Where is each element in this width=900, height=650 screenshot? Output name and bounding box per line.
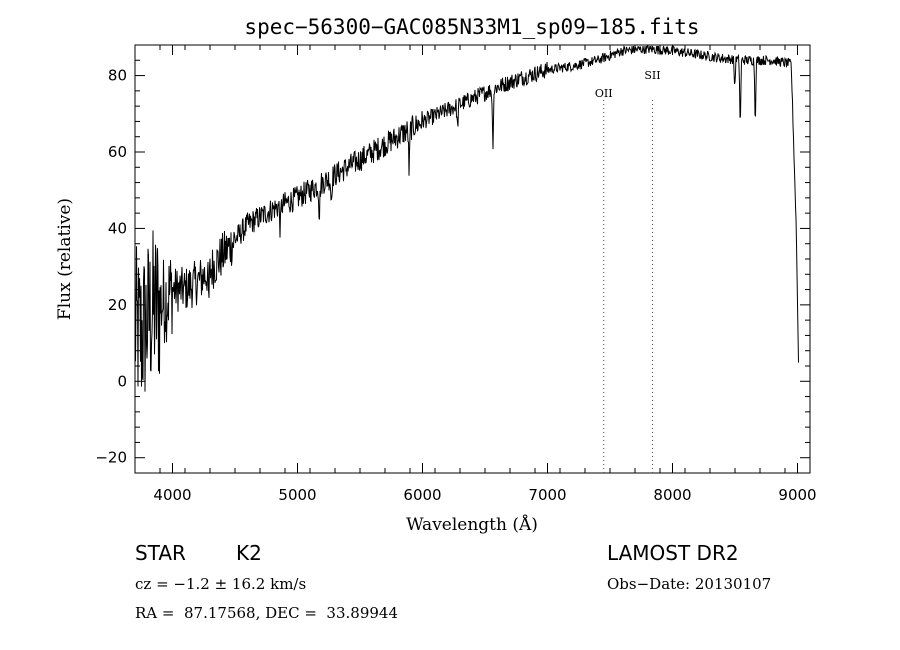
annotation-label: SII: [644, 69, 660, 82]
y-tick-label: 80: [108, 67, 127, 85]
annotation-label: OII: [595, 87, 613, 100]
x-tick-label: 4000: [153, 486, 191, 504]
axis-ticks: 4000 5000 6000 7000 8000 9000 −20 0 20 40 60 80: [95, 44, 817, 504]
y-tick-label: 40: [108, 219, 127, 237]
x-tick-label: 9000: [778, 486, 816, 504]
observation-date: Obs−Date: 20130107: [607, 575, 772, 593]
y-axis-label: Flux (relative): [55, 198, 75, 320]
x-tick-label: 7000: [528, 486, 566, 504]
plot-frame: [134, 44, 811, 474]
object-class: STAR: [135, 541, 186, 565]
x-tick-label: 5000: [278, 486, 316, 504]
object-subclass: K2: [236, 541, 262, 565]
survey-name: LAMOST DR2: [607, 541, 739, 565]
y-tick-label: 20: [108, 296, 127, 314]
x-tick-label: 6000: [403, 486, 441, 504]
chart-title: spec−56300−GAC085N33M1_sp09−185.fits: [244, 15, 699, 39]
y-tick-label: 60: [108, 143, 127, 161]
coordinates-info: RA = 87.17568, DEC = 33.89944: [135, 604, 399, 622]
y-tick-label: 0: [117, 372, 127, 390]
x-axis-label: Wavelength (Å): [406, 514, 538, 535]
x-tick-label: 8000: [653, 486, 691, 504]
redshift-info: cz = −1.2 ± 16.2 km/s: [135, 575, 307, 593]
y-tick-label: −20: [95, 449, 127, 467]
line-annotations: OII SII: [595, 69, 661, 473]
spectrum-line: [134, 45, 799, 392]
